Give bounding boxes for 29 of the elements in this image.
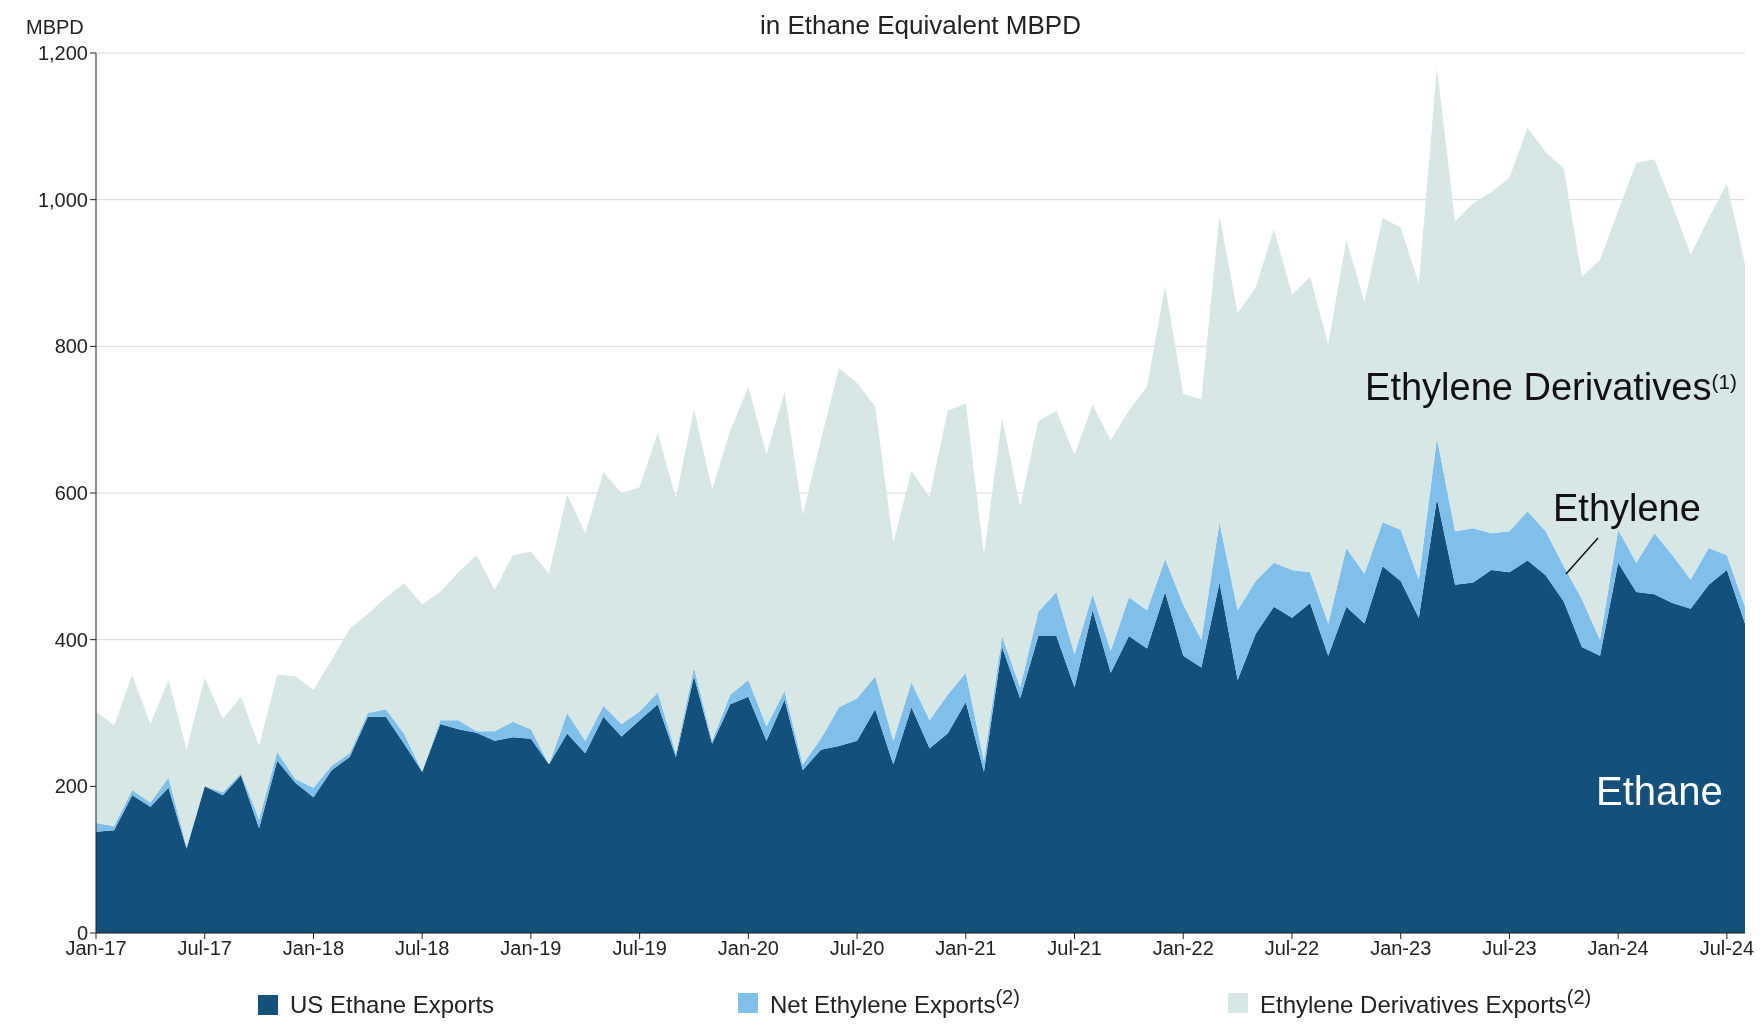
x-tick-label: Jul-19 [612,937,667,960]
x-tick-label: Jul-23 [1482,937,1537,960]
legend-label: Net Ethylene Exports$^{(2)}$ [770,986,1020,1019]
x-tick-label: Jan-22 [1152,937,1214,960]
chart-title: in Ethane Equivalent MBPD [760,10,1081,40]
y-tick-label: 1,000 [37,188,88,211]
x-tick-label: Jul-20 [829,937,885,960]
legend-label: Ethylene Derivatives Exports$^{(2)}$ [1260,986,1592,1019]
x-tick-label: Jan-21 [935,937,997,960]
y-tick-label: 800 [54,335,88,358]
x-tick-label: Jan-23 [1370,937,1432,960]
legend-label: US Ethane Exports [290,991,495,1019]
y-tick-label: 600 [54,482,88,505]
x-tick-label: Jan-24 [1587,937,1649,960]
x-tick-label: Jul-21 [1047,937,1102,960]
x-tick-label: Jan-19 [500,937,562,960]
x-tick-label: Jan-18 [282,937,345,960]
annotation: Ethylene Derivatives$^{(1)}$ [1365,366,1737,408]
annotation: Ethane [1596,769,1723,813]
x-tick-label: Jul-17 [177,937,232,960]
y-tick-label: 1,200 [37,42,88,65]
y-tick-label: 200 [54,775,88,798]
x-tick-label: Jul-24 [1699,937,1755,960]
x-tick-label: Jul-18 [394,937,450,960]
x-tick-label: Jul-22 [1264,937,1320,960]
x-tick-label: Jan-20 [717,937,779,960]
y-tick-label: 400 [54,628,88,651]
y-axis-title: MBPD [26,16,84,38]
annotation: Ethylene [1553,487,1701,529]
